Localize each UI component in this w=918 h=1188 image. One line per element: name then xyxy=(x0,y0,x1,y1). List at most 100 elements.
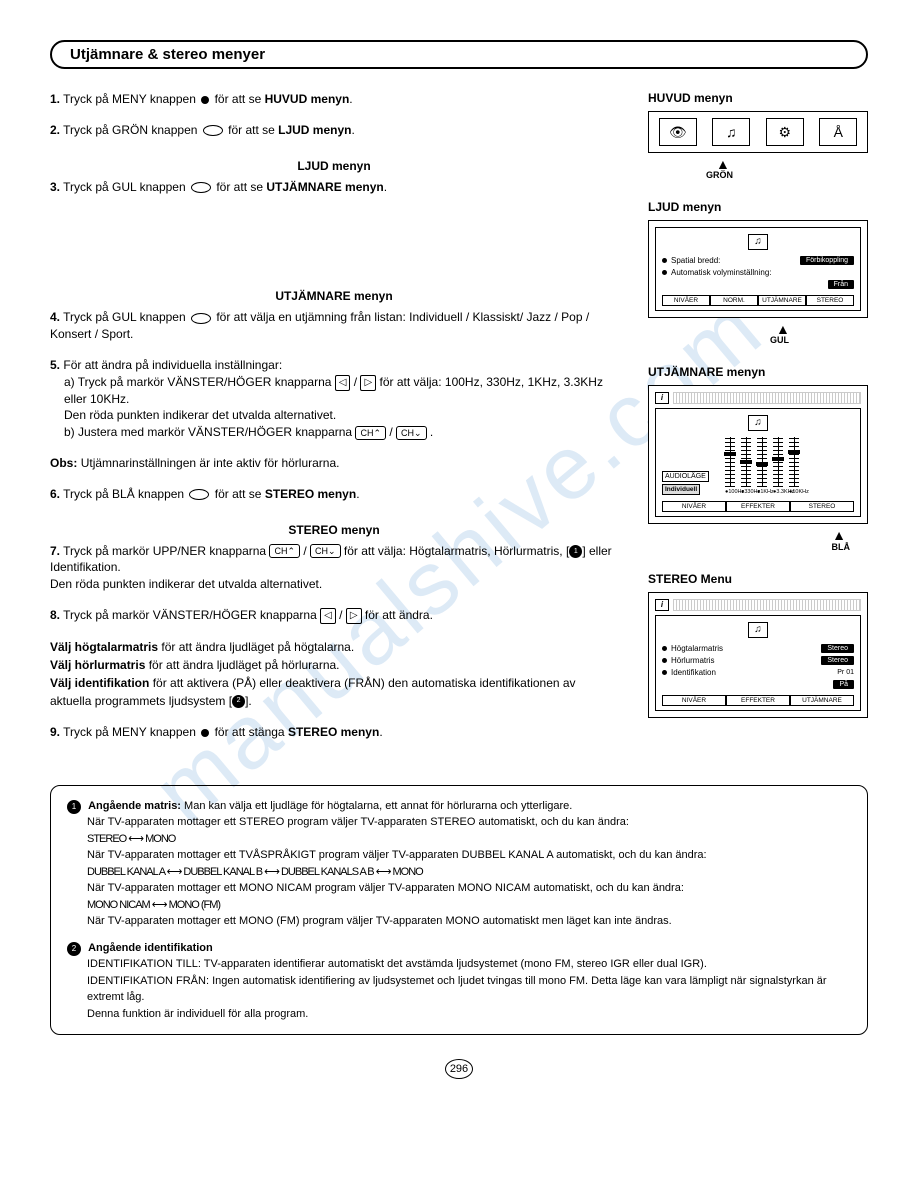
fn1-3: STEREO ⟷ MONO xyxy=(87,833,175,845)
step3-pre: Tryck på GUL knappen xyxy=(63,180,186,194)
step9-mid: för att stänga xyxy=(215,725,285,739)
arrow-up-icon: ▲ xyxy=(776,324,868,335)
step-2: 2. Tryck på GRÖN knappen för att se LJUD… xyxy=(50,122,618,139)
info-icon: i xyxy=(655,392,669,404)
footnote-1: 1 Angående matris: Man kan välja ett lju… xyxy=(67,798,851,930)
tab: UTJÄMNARE xyxy=(758,295,806,306)
footnote-2: 2 Angående identifikation IDENTIFIKATION… xyxy=(67,940,851,1023)
fn1-2: När TV-apparaten mottager ett STEREO pro… xyxy=(87,816,629,828)
ljud-menu: ♫ Spatial bredd: Förbikoppling Automatis… xyxy=(648,220,868,318)
fn1-8: När TV-apparaten mottager ett MONO (FM) … xyxy=(87,915,672,927)
step7-pre: Tryck på markör UPP/NER knapparna xyxy=(63,544,266,558)
fn1-7: MONO NICAM ⟷ MONO (FM) xyxy=(87,899,220,911)
left-arrow-icon: ◁ xyxy=(320,608,336,624)
valj2-text: för att ändra ljudläget på hörlurarna. xyxy=(149,658,340,672)
ljud-pill1: Förbikoppling xyxy=(800,256,854,265)
page-number: 296 xyxy=(50,1059,868,1079)
ljud-line1: Spatial bredd: Förbikoppling xyxy=(662,256,854,265)
step-3: 3. Tryck på GUL knappen för att se UTJÄM… xyxy=(50,179,618,196)
left-column: 1. Tryck på MENY knappen för att se HUVU… xyxy=(50,91,618,755)
oval-icon xyxy=(189,489,209,500)
ref2-icon: 2 xyxy=(232,695,245,708)
step1-mid: för att se xyxy=(215,92,262,106)
stereo-subhead: STEREO menyn xyxy=(50,523,618,537)
obs-text: Utjämnarinställningen är inte aktiv för … xyxy=(81,456,340,470)
page-title-band: Utjämnare & stereo menyer xyxy=(50,40,868,69)
valj-block: Välj högtalarmatris för att ändra ljudlä… xyxy=(50,638,618,710)
fn2-3: Denna funktion är individuell för alla p… xyxy=(87,1008,308,1020)
ch-down-key: CH⌄ xyxy=(310,544,341,558)
fn2-1: IDENTIFIKATION TILL: TV-apparaten identi… xyxy=(87,958,707,970)
freq: ●10KHz xyxy=(789,489,803,495)
stereo-l2: Hörlurmatris xyxy=(671,656,715,665)
step1-pre: Tryck på MENY knappen xyxy=(63,92,196,106)
step3-mid: för att se xyxy=(216,180,263,194)
eq-left: AUDIOLÄGE Individuell xyxy=(662,455,717,495)
dot-icon xyxy=(201,96,209,104)
ljud-line1-label: Spatial bredd: xyxy=(671,256,720,265)
stereo-line1: Högtalarmatris Stereo xyxy=(662,644,854,653)
step9-bold: STEREO menyn xyxy=(288,725,379,739)
fn1-4: När TV-apparaten mottager ett TVÅSPRÅKIG… xyxy=(87,849,707,861)
fn1-5: DUBBEL KANAL A ⟷ DUBBEL KANAL B ⟷ DUBBEL… xyxy=(87,866,423,878)
music-icon: ♫ xyxy=(748,415,768,431)
utj-arrow-label: BLÅ xyxy=(648,542,850,552)
stereo-p2: Stereo xyxy=(821,656,854,665)
tab: EFFEKTER xyxy=(726,501,790,512)
step7-note: Den röda punkten indikerar det utvalda a… xyxy=(50,577,322,591)
step5a-note: Den röda punkten indikerar det utvalda a… xyxy=(64,408,336,422)
obs-label: Obs: xyxy=(50,456,77,470)
audiolage-label: AUDIOLÄGE xyxy=(662,471,709,482)
step5a-pre: a) Tryck på markör VÄNSTER/HÖGER knappar… xyxy=(64,375,331,389)
step9-pre: Tryck på MENY knappen xyxy=(63,725,196,739)
utj-menu: i ♫ AUDIOLÄGE Individuell xyxy=(648,385,868,524)
ljud-line2-label: Automatisk volyminställning: xyxy=(671,268,771,277)
ch-label: CH xyxy=(315,546,328,556)
ljud-arrow-label: GUL xyxy=(770,335,868,345)
ljud-pill2: Från xyxy=(828,280,854,289)
ch-up-key: CH⌃ xyxy=(269,544,300,558)
step6-bold: STEREO menyn xyxy=(265,487,356,501)
oval-icon xyxy=(191,182,211,193)
step5b-pre: b) Justera med markör VÄNSTER/HÖGER knap… xyxy=(64,425,352,439)
arrow-up-icon: ▲ xyxy=(716,159,868,170)
stereo-menu: i ♫ Högtalarmatris Stereo Hörlurmatris S… xyxy=(648,592,868,718)
huvud-menu: 👁 ♫ ⚙ Å xyxy=(648,111,868,153)
tab: STEREO xyxy=(806,295,854,306)
fn1-6: När TV-apparaten mottager ett MONO NICAM… xyxy=(87,882,684,894)
stereo-l3: Identifikation xyxy=(671,668,716,677)
right-arrow-icon: ▷ xyxy=(360,375,376,391)
tab: NORM. xyxy=(710,295,758,306)
stereo-l1: Högtalarmatris xyxy=(671,644,723,653)
dot-icon xyxy=(201,729,209,737)
step6-mid: för att se xyxy=(215,487,262,501)
freq: ●3.3KHz xyxy=(773,489,787,495)
stereo-line3: Identifikation Pr 01 xyxy=(662,668,854,677)
step-1: 1. Tryck på MENY knappen för att se HUVU… xyxy=(50,91,618,108)
circle-1-icon: 1 xyxy=(67,800,81,814)
utj-subhead: UTJÄMNARE menyn xyxy=(50,289,618,303)
oval-icon xyxy=(203,125,223,136)
stereo-menu-title: STEREO Menu xyxy=(648,572,868,586)
utj-menu-title: UTJÄMNARE menyn xyxy=(648,365,868,379)
right-arrow-icon: ▷ xyxy=(346,608,362,624)
huvud-icon-antenna: Å xyxy=(819,118,857,146)
valj1-text: för att ändra ljudläget på högtalarna. xyxy=(161,640,354,654)
step2-pre: Tryck på GRÖN knappen xyxy=(63,123,197,137)
tab: NIVÅER xyxy=(662,501,726,512)
step2-mid: för att se xyxy=(228,123,275,137)
ch-label: CH xyxy=(360,428,373,438)
stereo-line2: Hörlurmatris Stereo xyxy=(662,656,854,665)
step-6: 6. Tryck på BLÅ knappen för att se STERE… xyxy=(50,486,618,503)
freq: ●100Hz xyxy=(725,489,739,495)
oval-icon xyxy=(191,313,211,324)
obs-note: Obs: Utjämnarinställningen är inte aktiv… xyxy=(50,455,618,472)
page-number-value: 296 xyxy=(445,1059,473,1079)
ch-label: CH xyxy=(401,428,414,438)
valj3-bold: Välj identifikation xyxy=(50,676,149,690)
freq: ●1KHz xyxy=(757,489,771,495)
step-9: 9. Tryck på MENY knappen för att stänga … xyxy=(50,724,618,741)
step3-bold: UTJÄMNARE menyn xyxy=(266,180,383,194)
ljud-line2-val: Från xyxy=(662,280,854,289)
step1-bold: HUVUD menyn xyxy=(265,92,350,106)
